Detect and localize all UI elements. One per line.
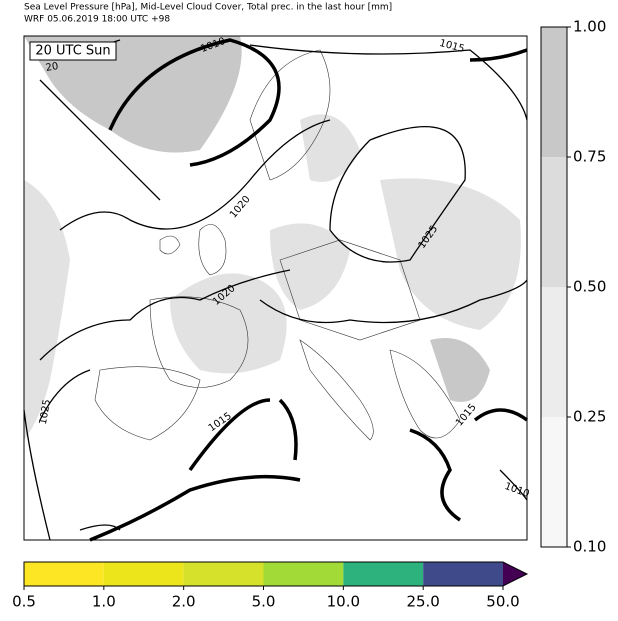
tick-label: 25.0 [406, 593, 439, 611]
tick-label: 1.0 [92, 593, 116, 611]
isobar-label: 1025 [38, 399, 53, 426]
tick-label: 2.0 [172, 593, 196, 611]
colorbar-segment [103, 562, 184, 586]
tick-label: 0.5 [12, 593, 36, 611]
colorbar-segment [263, 562, 344, 586]
tick-label: 0.75 [573, 148, 606, 166]
cloud-colorbar: 0.10 0.25 0.50 0.75 1.00 [540, 18, 606, 556]
precip-colorbar: 0.5 1.0 2.0 5.0 10.0 25.0 50.0 [12, 561, 529, 611]
colorbar-segment [343, 562, 424, 586]
colorbar-segment [541, 417, 567, 547]
colorbar-segment [183, 562, 264, 586]
tick-label: 1.00 [573, 18, 606, 36]
tick-label: 5.0 [252, 593, 276, 611]
colorbar-segment [24, 562, 104, 586]
colorbar-frame [23, 561, 529, 587]
tick-label: 0.10 [573, 538, 606, 556]
colorbar-segment [541, 157, 567, 287]
map: 20 UTC Sun [23, 35, 529, 542]
colorbar-segment [541, 287, 567, 417]
tick-label: 0.25 [573, 408, 606, 426]
subtitle: WRF 05.06.2019 18:00 UTC +98 [24, 15, 170, 25]
tick-label: 50.0 [486, 593, 519, 611]
isobar-label: 20 [45, 61, 59, 74]
colorbar-extension [503, 562, 527, 586]
time-label: 20 UTC Sun [35, 44, 110, 59]
tick-label: 0.50 [573, 278, 606, 296]
colorbar-segment [541, 27, 567, 157]
tick-label: 10.0 [327, 593, 360, 611]
title: Sea Level Pressure [hPa], Mid-Level Clou… [24, 3, 392, 13]
colorbar-segment [423, 562, 503, 586]
